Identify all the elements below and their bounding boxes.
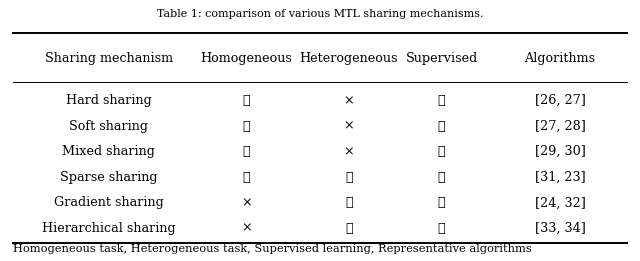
Text: ✓: ✓ xyxy=(438,171,445,184)
Text: [27, 28]: [27, 28] xyxy=(534,120,586,133)
Text: Algorithms: Algorithms xyxy=(524,52,596,65)
Text: ✓: ✓ xyxy=(438,222,445,235)
Text: Hierarchical sharing: Hierarchical sharing xyxy=(42,222,175,235)
Text: ×: × xyxy=(241,222,252,235)
Text: ✓: ✓ xyxy=(345,171,353,184)
Text: ×: × xyxy=(344,145,354,158)
Text: Gradient sharing: Gradient sharing xyxy=(54,196,164,209)
Text: Supervised: Supervised xyxy=(406,52,477,65)
Text: ×: × xyxy=(344,120,354,133)
Text: Homogeneous: Homogeneous xyxy=(200,52,292,65)
Text: [31, 23]: [31, 23] xyxy=(534,171,586,184)
Text: ✓: ✓ xyxy=(243,94,250,107)
Text: ✓: ✓ xyxy=(438,196,445,209)
Text: ×: × xyxy=(241,196,252,209)
Text: Sparse sharing: Sparse sharing xyxy=(60,171,157,184)
Text: ✓: ✓ xyxy=(438,120,445,133)
Text: [29, 30]: [29, 30] xyxy=(534,145,586,158)
Text: Sharing mechanism: Sharing mechanism xyxy=(45,52,173,65)
Text: Heterogeneous: Heterogeneous xyxy=(300,52,398,65)
Text: ✓: ✓ xyxy=(243,120,250,133)
Text: ×: × xyxy=(344,94,354,107)
Text: ✓: ✓ xyxy=(345,196,353,209)
Text: Homogeneous task, Heterogeneous task, Supervised learning, Representative algori: Homogeneous task, Heterogeneous task, Su… xyxy=(13,245,532,254)
Text: ✓: ✓ xyxy=(438,94,445,107)
Text: [24, 32]: [24, 32] xyxy=(534,196,586,209)
Text: [33, 34]: [33, 34] xyxy=(534,222,586,235)
Text: ✓: ✓ xyxy=(243,145,250,158)
Text: Table 1: comparison of various MTL sharing mechanisms.: Table 1: comparison of various MTL shari… xyxy=(157,9,483,19)
Text: ✓: ✓ xyxy=(243,171,250,184)
Text: Soft sharing: Soft sharing xyxy=(69,120,148,133)
Text: [26, 27]: [26, 27] xyxy=(534,94,586,107)
Text: Hard sharing: Hard sharing xyxy=(66,94,152,107)
Text: Mixed sharing: Mixed sharing xyxy=(62,145,156,158)
Text: ✓: ✓ xyxy=(345,222,353,235)
Text: ✓: ✓ xyxy=(438,145,445,158)
